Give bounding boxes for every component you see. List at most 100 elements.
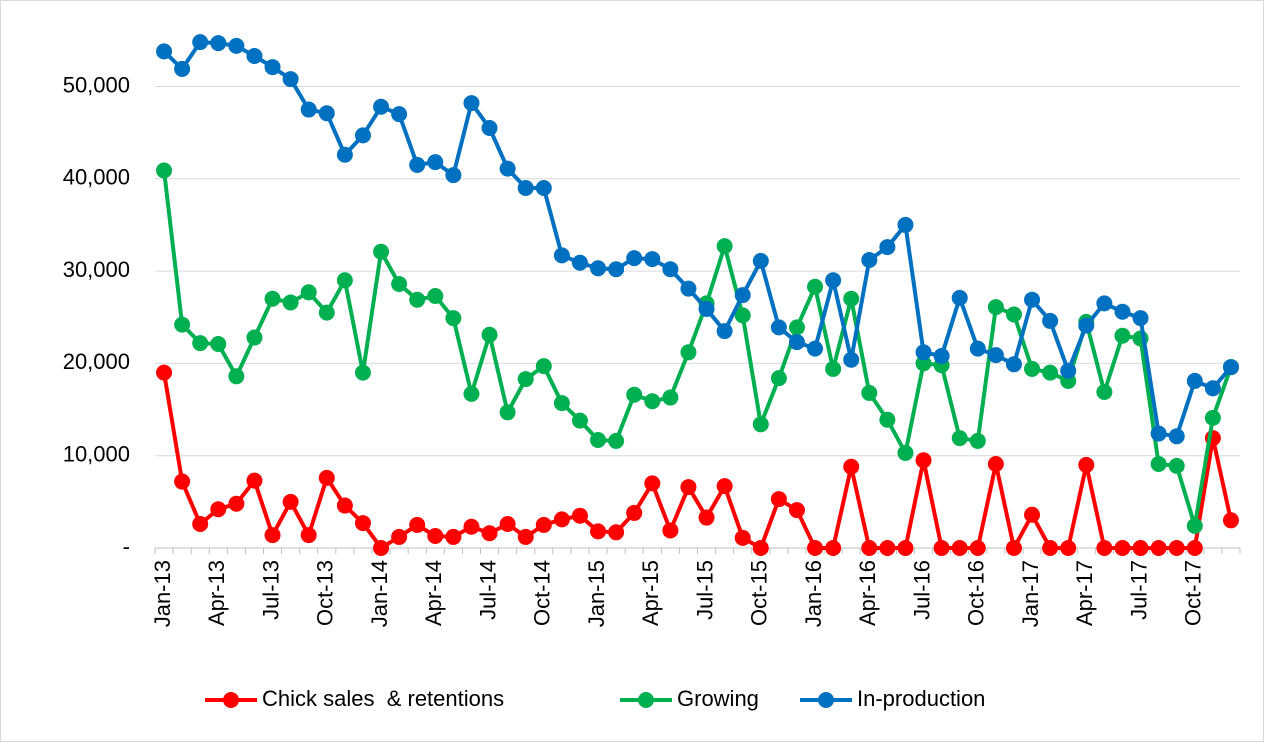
x-tick-label: Apr-15 [638, 560, 663, 626]
data-point [391, 106, 408, 123]
data-point [987, 299, 1004, 316]
data-point [1060, 362, 1077, 379]
x-tick-label: Jan-16 [801, 560, 826, 627]
x-tick-label: Oct-16 [964, 560, 989, 626]
x-tick-label: Oct-14 [530, 560, 555, 626]
data-point [391, 528, 408, 545]
legend-label: Chick sales & retentions [262, 686, 504, 711]
data-point [553, 395, 570, 412]
data-point [1186, 372, 1203, 389]
data-point [156, 162, 173, 179]
data-point [626, 504, 643, 521]
data-point [264, 59, 281, 76]
data-point [156, 364, 173, 381]
data-point [481, 326, 498, 343]
data-point [373, 243, 390, 260]
data-point [879, 411, 896, 428]
data-point [734, 529, 751, 546]
data-point [662, 389, 679, 406]
data-point [969, 340, 986, 357]
legend-marker [223, 692, 239, 708]
legend-marker [638, 692, 654, 708]
data-point [698, 300, 715, 317]
data-point [1114, 327, 1131, 344]
x-tick-label: Jan-14 [367, 560, 392, 627]
data-point [680, 344, 697, 361]
data-point [246, 329, 263, 346]
data-point [626, 250, 643, 267]
data-point [770, 319, 787, 336]
data-point [210, 501, 227, 518]
data-point [210, 336, 227, 352]
data-point [770, 491, 787, 508]
data-point [644, 475, 661, 492]
data-point [499, 516, 516, 532]
data-point [951, 540, 968, 556]
x-tick-label: Jul-17 [1126, 560, 1151, 620]
legend-marker [818, 692, 834, 708]
data-point [788, 334, 805, 351]
data-point [1186, 517, 1203, 534]
data-point [915, 452, 932, 469]
data-point [409, 516, 426, 533]
data-point [897, 540, 914, 556]
x-tick-label: Jul-13 [258, 560, 283, 620]
data-point [590, 523, 607, 540]
data-point [553, 247, 570, 264]
data-point [1204, 380, 1221, 397]
data-point [354, 127, 371, 144]
data-point [1132, 540, 1149, 556]
data-point [318, 304, 335, 321]
data-point [608, 261, 625, 278]
data-point [192, 335, 209, 352]
data-point [716, 323, 733, 340]
y-tick-label: - [123, 534, 130, 559]
x-tick-label: Apr-16 [855, 560, 880, 626]
x-tick-label: Jan-15 [584, 560, 609, 627]
data-point [156, 43, 173, 60]
data-point [698, 509, 715, 526]
data-point [300, 101, 317, 118]
data-point [951, 430, 968, 447]
data-point [1168, 428, 1185, 445]
x-tick-label: Jul-14 [475, 560, 500, 620]
legend-label: Growing [677, 686, 759, 711]
data-point [680, 479, 697, 496]
data-point [445, 310, 462, 327]
data-point [1096, 540, 1113, 556]
data-point [300, 527, 317, 544]
y-tick-label: 40,000 [63, 165, 130, 190]
y-tick-label: 20,000 [63, 349, 130, 374]
data-point [1005, 356, 1022, 373]
data-point [752, 416, 769, 433]
data-point [680, 280, 697, 297]
data-point [499, 404, 516, 421]
data-point [825, 540, 842, 556]
data-point [969, 432, 986, 449]
data-point [1042, 312, 1059, 329]
data-point [734, 287, 751, 304]
data-point [626, 386, 643, 403]
data-point [933, 540, 950, 556]
data-point [1024, 506, 1041, 523]
data-point [517, 371, 534, 388]
data-point [1186, 540, 1203, 556]
data-point [1150, 456, 1167, 472]
data-point [843, 458, 860, 475]
data-point [264, 290, 281, 307]
y-tick-label: 10,000 [63, 442, 130, 467]
data-point [1168, 457, 1185, 474]
data-point [210, 35, 227, 52]
legend-label: In-production [857, 686, 985, 711]
data-point [553, 511, 570, 528]
data-point [608, 432, 625, 449]
data-point [915, 355, 932, 372]
data-point [1204, 409, 1221, 426]
data-point [843, 290, 860, 307]
data-point [1005, 306, 1022, 323]
data-point [409, 291, 426, 308]
data-point [915, 344, 932, 361]
data-point [463, 95, 480, 112]
data-point [463, 518, 480, 535]
